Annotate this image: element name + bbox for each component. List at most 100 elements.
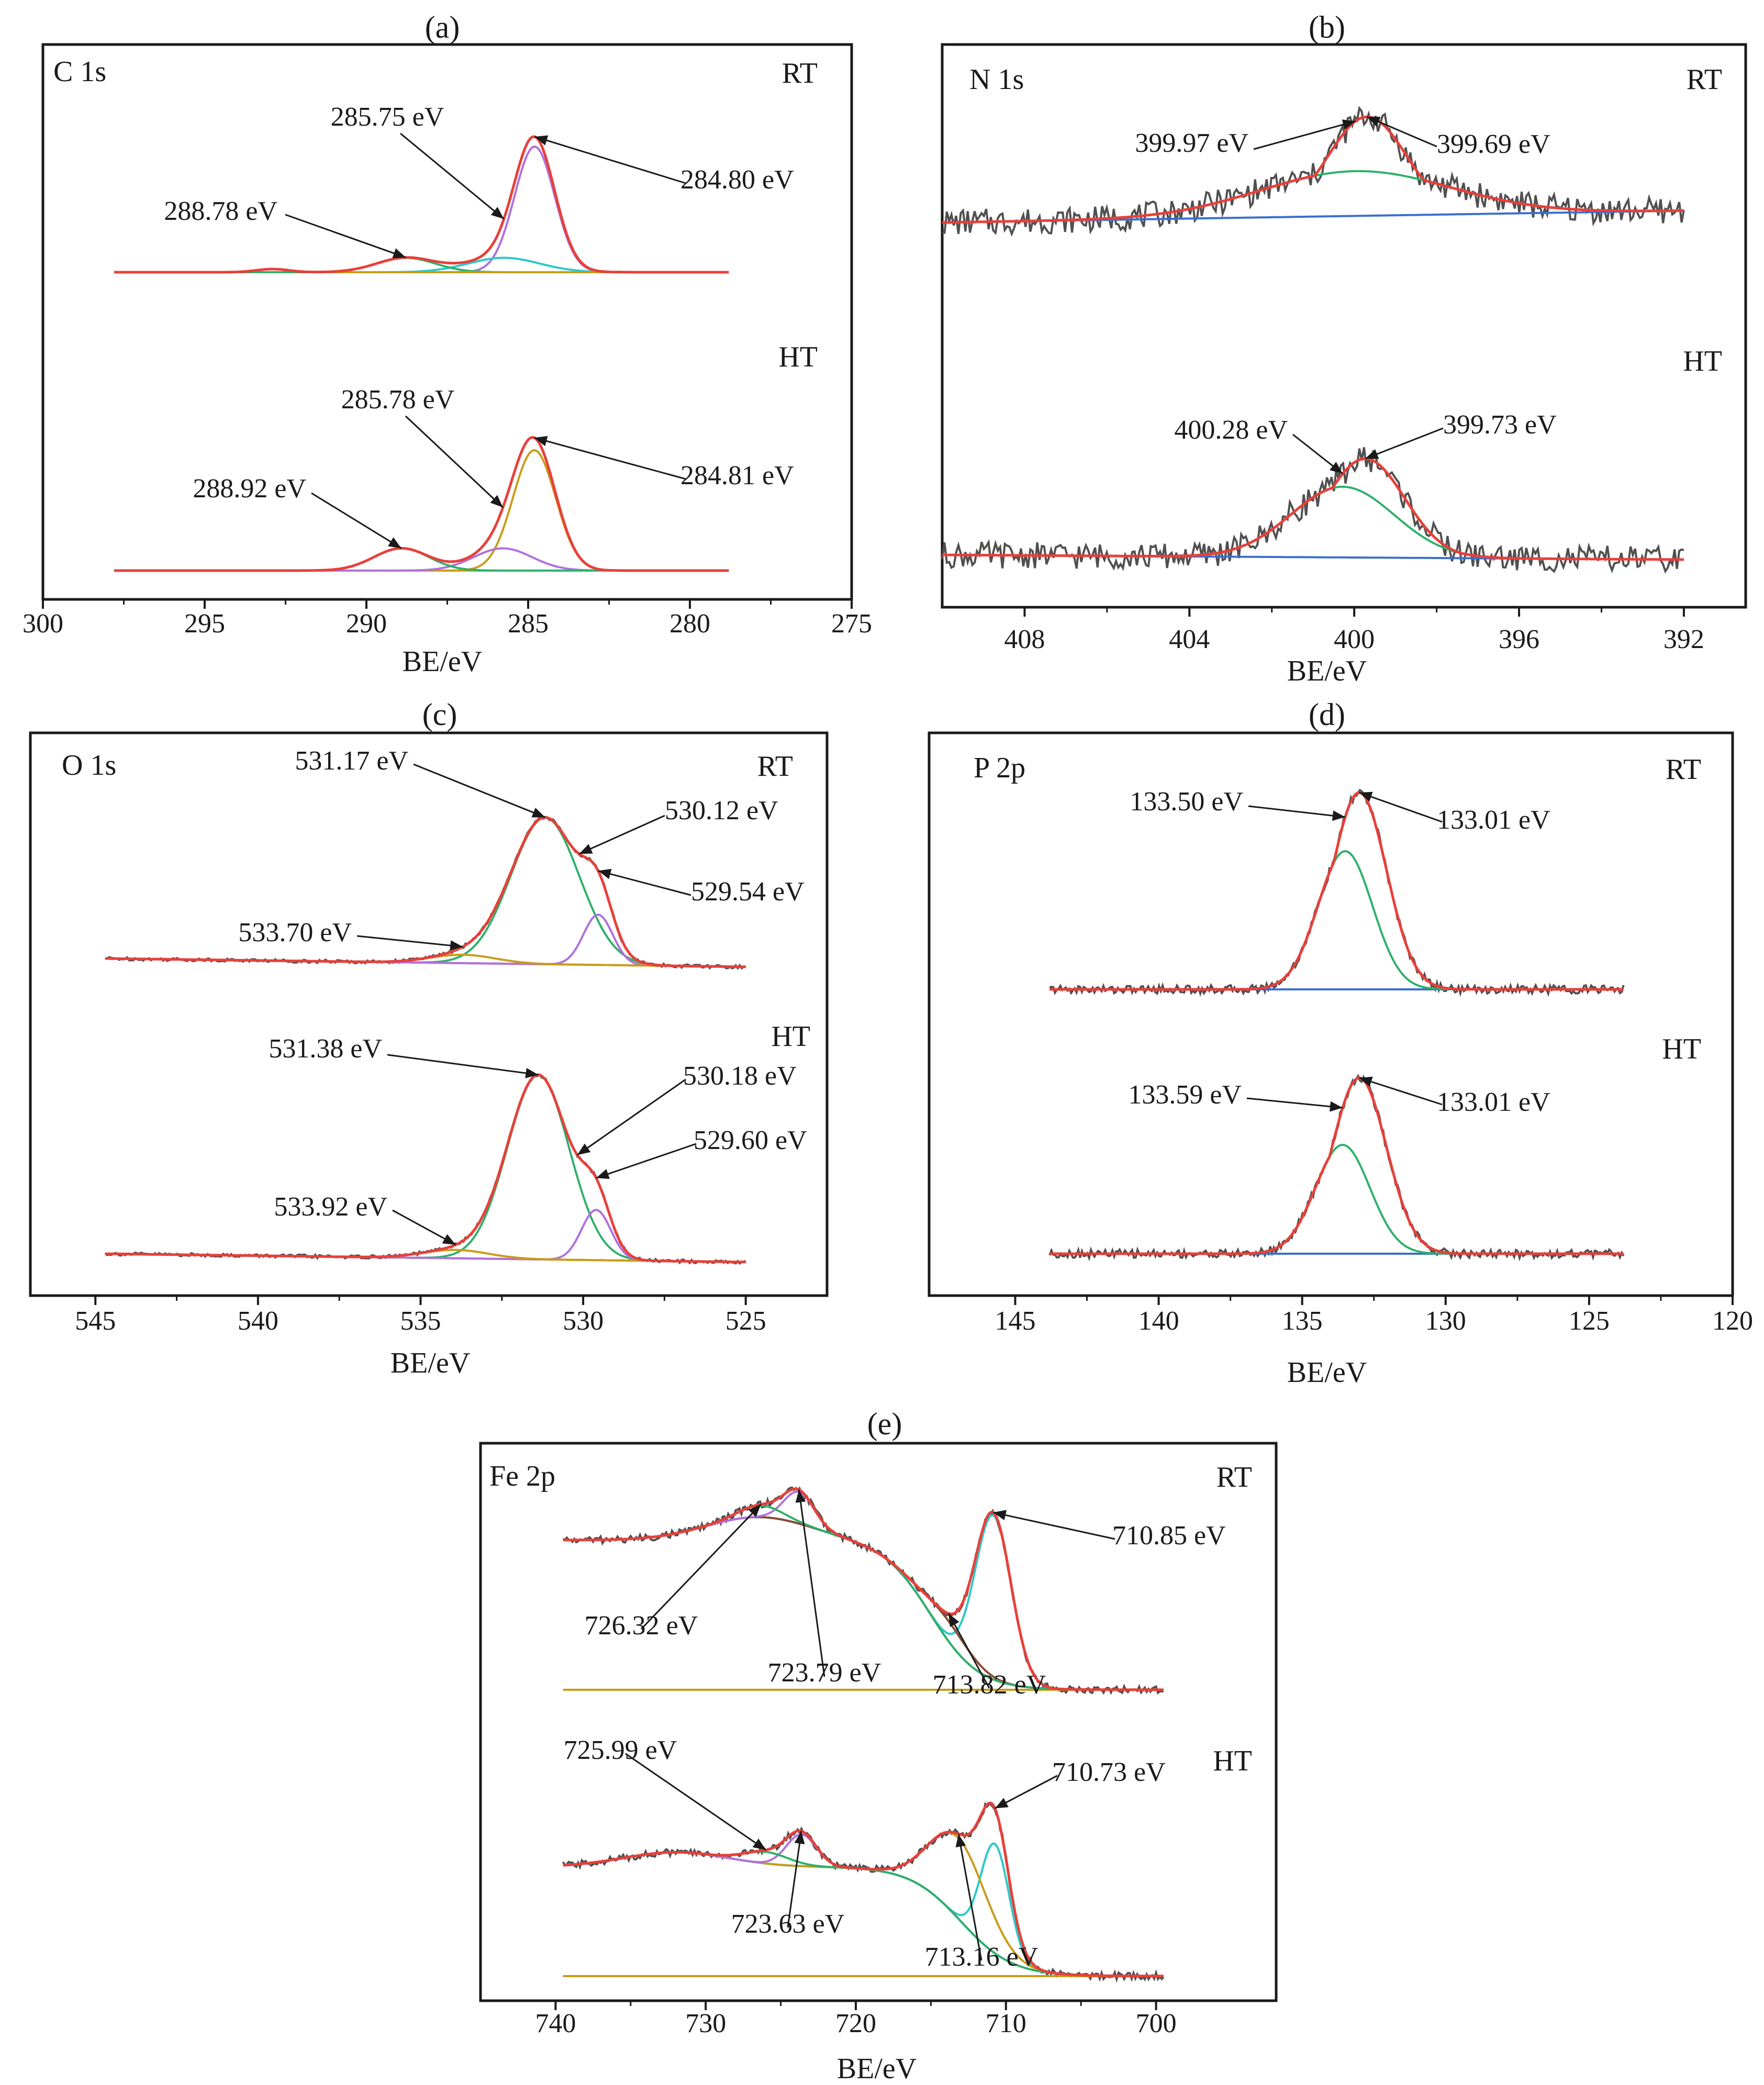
panel-c-annotation-arrow — [598, 869, 691, 896]
panel-b-annotation-arrowhead — [1365, 449, 1379, 459]
panel-d-frame — [928, 731, 1734, 1297]
panel-a-annotation-arrowhead — [490, 495, 503, 508]
panel-a-title: C 1s — [53, 55, 106, 88]
panel-d-tick-label: 135 — [1282, 1306, 1323, 1336]
panel-a-annotation-arrowhead — [388, 537, 401, 549]
panel-c-rt-component-531.17 — [105, 816, 746, 968]
panel-a-annotation-label: 285.78 eV — [341, 385, 455, 415]
panel-a-annotation-arrowhead — [534, 436, 548, 447]
panel-d-tick-label: 145 — [995, 1306, 1035, 1336]
panel-e-rt-fit-line — [563, 1487, 1164, 1691]
panel-b-annotation-arrow — [1366, 116, 1437, 148]
panel-e-annotation-arrowhead — [794, 1831, 805, 1845]
panel-c: (c) O 1s RT HT BE/eV 545 540 535 530 525 531… — [29, 697, 829, 1379]
panel-b-rt-fit-line — [942, 115, 1684, 224]
panel-a-frame — [41, 43, 853, 601]
panel-e-ht-fit-line — [563, 1801, 1164, 1978]
panel-b-annotation-arrow — [1365, 427, 1444, 460]
panel-c-annotation-arrowhead — [525, 1068, 539, 1078]
panel-a-tick-label: 300 — [23, 609, 63, 639]
panel-b-annotations: 399.69 eV 399.97 eV 399.73 eV 400.28 eV — [1135, 116, 1557, 475]
panel-c-annotation-label: 530.12 eV — [665, 796, 778, 826]
panel-c-annotation-arrow — [579, 815, 665, 855]
panel-b-rt-raw-line — [942, 106, 1685, 237]
panel-e-annotation-arrowhead — [955, 1834, 966, 1848]
panel-e-annotation-label: 725.99 eV — [564, 1735, 677, 1765]
panel-a-annotation-arrowhead — [392, 248, 406, 259]
panel-a-rt-fit-line — [114, 135, 729, 274]
panel-c-annotation-arrow — [596, 1143, 697, 1179]
panel-b-annotation-label: 399.69 eV — [1437, 129, 1550, 159]
panel-c-tick-label: 545 — [75, 1306, 116, 1336]
panel-a-ht-raw-line — [114, 436, 729, 572]
panel-d-annotation-arrow — [1359, 791, 1443, 823]
panel-c-label: (c) — [422, 697, 457, 732]
panel-c-annotation-label: 533.92 eV — [274, 1192, 387, 1222]
panel-e-annotation-arrowhead — [948, 1613, 959, 1627]
panel-d-xlabel: BE/eV — [1287, 1356, 1367, 1389]
panel-a-annotation-arrow — [400, 132, 505, 220]
panel-e-ht-raw-line — [562, 1801, 1165, 1983]
panel-a: (a) C 1s RT HT BE/eV 300 295 290 285 280 275 … — [23, 10, 872, 678]
panel-c-tick-label: 525 — [725, 1306, 766, 1336]
panel-c-annotation-arrowhead — [598, 868, 612, 879]
panel-e-annotation-arrow — [787, 1831, 802, 1928]
panel-c-title: O 1s — [62, 749, 116, 782]
panel-e-frame — [479, 1442, 1278, 2002]
panel-b-ht-label: HT — [1683, 345, 1722, 377]
panel-a-annotations: 284.80 eV 285.75 eV 288.78 eV 284.81 eV 285.… — [164, 102, 794, 549]
panel-a-annotation-label: 284.81 eV — [680, 461, 794, 490]
panel-a-tick-label: 275 — [831, 609, 872, 639]
panel-b-tick-label: 404 — [1169, 625, 1210, 654]
panel-e-rt-label: RT — [1216, 1461, 1252, 1493]
panel-d-ht-label: HT — [1662, 1033, 1701, 1065]
panel-c-annotation-label: 529.54 eV — [691, 877, 805, 907]
panel-b-xlabel: BE/eV — [1287, 655, 1367, 687]
panel-c-ht-label: HT — [771, 1020, 810, 1053]
panel-e-annotation-label: 713.82 eV — [933, 1670, 1046, 1700]
panel-a-annotation-arrow — [285, 214, 406, 259]
panel-d-ht-component-133.59 — [1050, 1144, 1624, 1255]
panel-a-annotation-label: 285.75 eV — [331, 102, 444, 132]
panel-c-annotation-arrowhead — [596, 1169, 610, 1179]
panel-c-annotation-arrowhead — [577, 1143, 591, 1155]
panel-c-annotation-arrowhead — [579, 844, 593, 854]
panel-a-tick-label: 295 — [184, 609, 225, 639]
panel-d-label: (d) — [1309, 697, 1345, 732]
panel-c-annotation-label: 531.17 eV — [295, 746, 408, 776]
panel-a-ht-component-285.78 — [114, 547, 729, 572]
panel-e-label: (e) — [867, 1407, 902, 1441]
panel-d-annotation-arrowhead — [1330, 1101, 1343, 1112]
panel-a-annotation-arrowhead — [490, 207, 504, 219]
panel-e-tick-label: 730 — [685, 2009, 726, 2038]
panel-b-tick-label: 392 — [1663, 625, 1704, 654]
panel-e-ticks: 740 730 720 710 700 — [535, 2001, 1177, 2038]
panel-e: (e) Fe 2p RT HT BE/eV 740 730 720 710 700 71… — [479, 1407, 1278, 2085]
panel-c-annotation-arrowhead — [442, 1234, 456, 1245]
panel-c-annotation-arrowhead — [450, 940, 463, 951]
panel-e-ht-step-line — [563, 1851, 1164, 1977]
panel-e-plot — [562, 1486, 1165, 1983]
panel-d-tick-label: 125 — [1569, 1306, 1610, 1336]
panel-b-tick-label: 408 — [1004, 625, 1045, 654]
panel-a-ticks: 300 295 290 285 280 275 — [23, 599, 872, 639]
panel-d-annotations: 133.01 eV 133.50 eV 133.01 eV 133.59 eV — [1128, 787, 1550, 1117]
panel-a-label: (a) — [425, 10, 460, 44]
panel-a-xlabel: BE/eV — [403, 645, 482, 678]
panel-e-tick-label: 710 — [986, 2009, 1026, 2038]
panel-a-annotation-label: 288.78 eV — [164, 196, 277, 226]
panel-c-annotation-arrow — [413, 763, 545, 818]
panel-e-annotation-arrow — [798, 1489, 825, 1677]
panel-a-plot — [114, 135, 729, 572]
panel-b-title: N 1s — [969, 63, 1024, 96]
panel-b-plot — [941, 106, 1685, 574]
panel-c-tick-label: 540 — [238, 1306, 278, 1336]
panel-a-annotation-label: 288.92 eV — [193, 474, 306, 504]
panel-d-annotation-label: 133.01 eV — [1437, 805, 1550, 835]
panel-b-tick-label: 396 — [1499, 625, 1539, 654]
panel-d-ticks: 145 140 135 130 125 120 — [995, 1296, 1753, 1336]
panel-d-annotation-label: 133.59 eV — [1128, 1080, 1242, 1110]
panel-d-title: P 2p — [974, 752, 1025, 784]
panel-c-ht-fit-line — [105, 1073, 746, 1264]
